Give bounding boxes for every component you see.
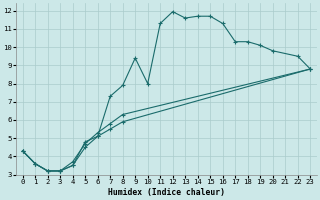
X-axis label: Humidex (Indice chaleur): Humidex (Indice chaleur) [108,188,225,197]
